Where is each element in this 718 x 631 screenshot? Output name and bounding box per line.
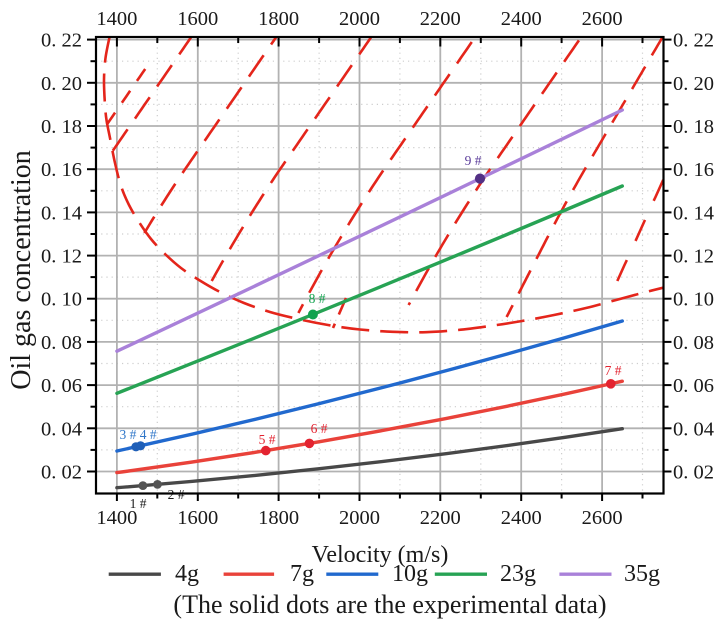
svg-text:0. 06: 0. 06: [41, 375, 82, 397]
svg-text:8 #: 8 #: [309, 291, 326, 306]
svg-text:0. 16: 0. 16: [673, 159, 714, 181]
svg-text:2400: 2400: [501, 507, 542, 529]
svg-text:0. 02: 0. 02: [673, 462, 714, 484]
svg-text:0. 04: 0. 04: [673, 418, 714, 440]
svg-text:23g: 23g: [500, 561, 536, 587]
svg-text:2600: 2600: [582, 507, 623, 529]
svg-text:0. 16: 0. 16: [41, 159, 82, 181]
svg-text:0. 20: 0. 20: [673, 73, 714, 95]
svg-text:7g: 7g: [290, 561, 314, 587]
svg-text:0. 02: 0. 02: [41, 462, 82, 484]
svg-text:35g: 35g: [624, 561, 660, 587]
svg-text:0. 22: 0. 22: [673, 30, 714, 52]
svg-text:2400: 2400: [501, 8, 542, 30]
svg-text:0. 12: 0. 12: [41, 246, 82, 268]
svg-text:0. 06: 0. 06: [673, 375, 714, 397]
svg-text:0. 18: 0. 18: [673, 116, 714, 138]
svg-text:0. 14: 0. 14: [673, 202, 714, 224]
svg-text:2200: 2200: [420, 8, 461, 30]
svg-text:5 #: 5 #: [259, 432, 276, 447]
svg-text:9 #: 9 #: [465, 153, 482, 168]
svg-text:0. 14: 0. 14: [41, 202, 82, 224]
svg-text:10g: 10g: [392, 561, 428, 587]
svg-text:1400: 1400: [96, 507, 137, 529]
svg-text:0. 08: 0. 08: [673, 332, 714, 354]
svg-text:1800: 1800: [258, 8, 299, 30]
svg-text:0. 10: 0. 10: [41, 289, 82, 311]
svg-text:1600: 1600: [177, 8, 218, 30]
svg-text:4g: 4g: [175, 561, 199, 587]
svg-text:1800: 1800: [258, 507, 299, 529]
svg-text:1600: 1600: [177, 507, 218, 529]
svg-text:2600: 2600: [582, 8, 623, 30]
svg-text:2200: 2200: [420, 507, 461, 529]
svg-text:Velocity (m/s): Velocity (m/s): [312, 542, 449, 568]
svg-text:6 #: 6 #: [311, 421, 328, 436]
svg-text:0. 08: 0. 08: [41, 332, 82, 354]
svg-text:0. 18: 0. 18: [41, 116, 82, 138]
svg-text:0. 04: 0. 04: [41, 418, 82, 440]
svg-text:2000: 2000: [339, 507, 380, 529]
svg-text:2000: 2000: [339, 8, 380, 30]
svg-text:(The solid dots are the experi: (The solid dots are the experimental dat…: [173, 590, 606, 619]
svg-text:0. 20: 0. 20: [41, 73, 82, 95]
svg-text:Oil gas concentration: Oil gas concentration: [6, 150, 37, 389]
svg-text:0. 12: 0. 12: [673, 246, 714, 268]
svg-text:0. 10: 0. 10: [673, 289, 714, 311]
svg-text:3 # 4 #: 3 # 4 #: [119, 427, 156, 442]
svg-text:1 #: 1 #: [130, 496, 147, 511]
svg-text:7 #: 7 #: [605, 363, 622, 378]
svg-text:1400: 1400: [96, 8, 137, 30]
svg-text:0. 22: 0. 22: [41, 30, 82, 52]
